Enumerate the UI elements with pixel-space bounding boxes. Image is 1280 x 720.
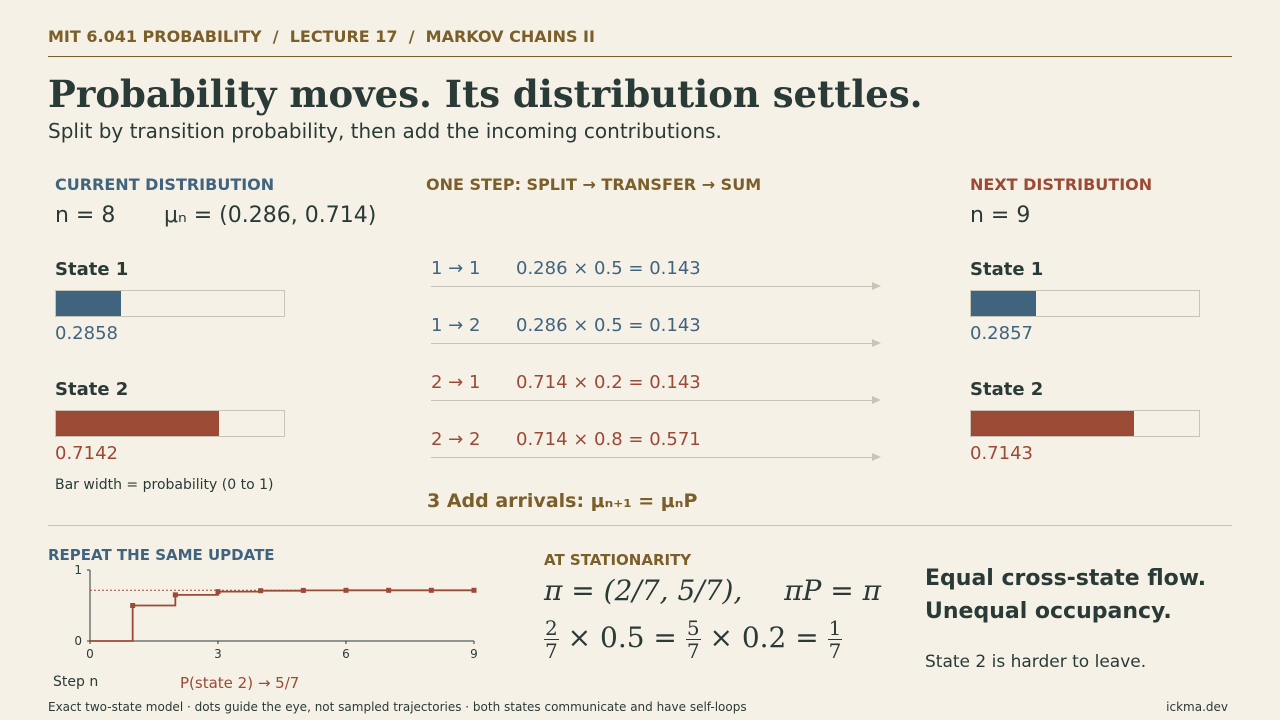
takeaway-line-1: Equal cross-state flow.	[925, 566, 1207, 591]
chart-series-line	[90, 589, 475, 642]
next-state-2-label: State 2	[970, 379, 1044, 400]
chart-point	[300, 587, 306, 593]
bar-width-caption: Bar width = probability (0 to 1)	[55, 477, 274, 493]
transfer-route-1-2: 1 → 2	[431, 315, 481, 336]
transfer-route-2-2: 2 → 2	[431, 429, 481, 450]
current-mu-label: μₙ = (0.286, 0.714)	[164, 203, 377, 228]
chart-legend: P(state 2) → 5/7	[180, 674, 300, 692]
current-state-1-value: 0.2858	[55, 323, 118, 344]
chart-x-tick-label: 0	[86, 647, 94, 661]
next-state-2-fill	[971, 411, 1134, 436]
next-state-2-bar	[970, 410, 1200, 437]
next-state-1-value: 0.2857	[970, 323, 1033, 344]
next-distribution-heading: NEXT DISTRIBUTION	[970, 175, 1153, 194]
chart-y-tick-label: 1	[74, 563, 82, 577]
transfer-arrow-1-2	[431, 338, 881, 347]
next-state-1-bar	[970, 290, 1200, 317]
repeat-heading: REPEAT THE SAME UPDATE	[48, 546, 275, 564]
current-n-label: n = 8	[55, 203, 116, 228]
takeaway-line-2: Unequal occupancy.	[925, 599, 1172, 624]
current-state-2-bar	[55, 410, 285, 437]
chart-point	[386, 587, 392, 593]
current-state-2-fill	[56, 411, 219, 436]
one-step-heading: ONE STEP: SPLIT → TRANSFER → SUM	[426, 175, 762, 194]
transfer-calc-2-1: 0.714 × 0.2 = 0.143	[516, 372, 701, 393]
top-divider	[48, 56, 1232, 57]
stationarity-heading: AT STATIONARITY	[544, 551, 692, 569]
stationary-distribution-formula: π = (2/7, 5/7), πP = π	[544, 574, 881, 607]
chart-point	[471, 587, 477, 593]
transfer-calc-1-2: 0.286 × 0.5 = 0.143	[516, 315, 701, 336]
current-state-1-fill	[56, 291, 122, 316]
balance-mult-b: × 0.2 =	[709, 621, 819, 654]
section-divider	[48, 525, 1232, 526]
chart-point	[130, 603, 136, 608]
chart-point	[258, 588, 264, 594]
next-state-1-fill	[971, 291, 1037, 316]
chart-xlabel: Step n	[53, 674, 99, 690]
next-state-1-label: State 1	[970, 259, 1044, 280]
current-state-2-value: 0.7142	[55, 443, 118, 464]
transfer-arrow-2-2	[431, 452, 881, 461]
chart-x-tick-label: 9	[470, 647, 478, 661]
chart-point	[428, 587, 434, 593]
next-n-label: n = 9	[970, 203, 1031, 228]
chart-x-tick-label: 3	[214, 647, 222, 661]
chart-point	[343, 587, 349, 593]
takeaway-note: State 2 is harder to leave.	[925, 652, 1147, 672]
transfer-route-2-1: 2 → 1	[431, 372, 481, 393]
transfer-arrow-2-1	[431, 395, 881, 404]
chart-point	[172, 592, 178, 598]
current-state-2-label: State 2	[55, 379, 129, 400]
transfer-route-1-1: 1 → 1	[431, 258, 481, 279]
add-arrivals-label: 3 Add arrivals: μₙ₊₁ = μₙP	[427, 490, 698, 512]
chart-x-tick-label: 6	[342, 647, 350, 661]
page-subtitle: Split by transition probability, then ad…	[48, 119, 722, 143]
chart-y-tick-label: 0	[74, 634, 82, 648]
pi-definition: π = (2/7, 5/7),	[544, 574, 743, 607]
convergence-chart: 0 3 6 9 0 1	[74, 563, 478, 661]
transfer-calc-2-2: 0.714 × 0.8 = 0.571	[516, 429, 701, 450]
chart-point	[215, 589, 221, 595]
pi-equation: πP = π	[784, 574, 882, 607]
lecture-kicker: MIT 6.041 PROBABILITY / LECTURE 17 / MAR…	[48, 27, 595, 46]
next-state-2-value: 0.7143	[970, 443, 1033, 464]
transfer-arrow-1-1	[431, 281, 881, 290]
footer-note: Exact two-state model · dots guide the e…	[48, 700, 747, 714]
page-title: Probability moves. Its distribution sett…	[48, 72, 923, 116]
current-distribution-heading: CURRENT DISTRIBUTION	[55, 175, 275, 194]
balance-mult-a: × 0.5 =	[567, 621, 677, 654]
brand-label: ickma.dev	[1166, 700, 1228, 714]
current-state-1-bar	[55, 290, 285, 317]
transfer-calc-1-1: 0.286 × 0.5 = 0.143	[516, 258, 701, 279]
current-state-1-label: State 1	[55, 259, 129, 280]
